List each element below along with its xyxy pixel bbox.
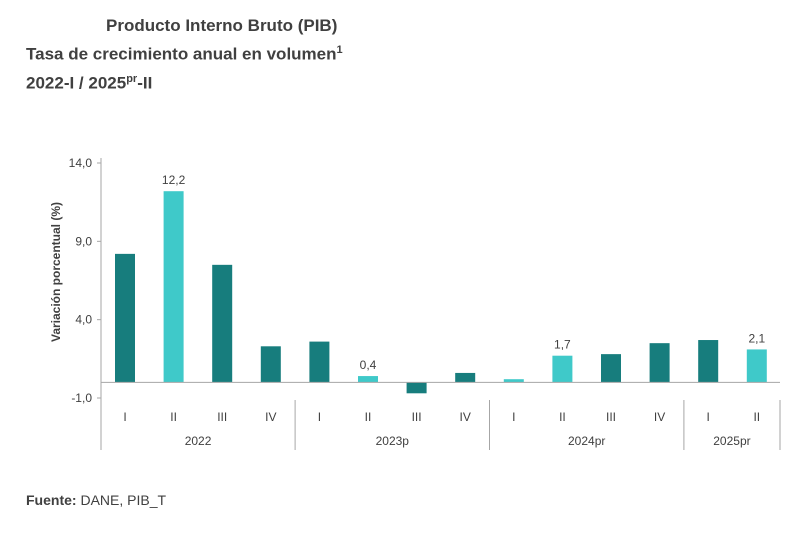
period-start: 2022-I / 2025	[26, 73, 127, 93]
group-label: 2025pr	[713, 434, 750, 448]
x-tick-label: I	[707, 410, 710, 424]
x-tick-label: II	[365, 410, 372, 424]
bar	[698, 340, 719, 383]
chart-title-block: Producto Interno Bruto (PIB) Tasa de cre…	[26, 14, 343, 95]
bar	[455, 372, 476, 383]
group-label: 2022	[185, 434, 212, 448]
chart-subtitle: Tasa de crecimiento anual en volumen1	[26, 38, 343, 67]
y-tick-label: 14,0	[69, 156, 93, 170]
x-tick-label: I	[318, 410, 321, 424]
data-label: 2,1	[748, 331, 765, 345]
x-tick-label: II	[753, 410, 760, 424]
x-tick-label: III	[217, 410, 227, 424]
chart-period: 2022-I / 2025pr-II	[26, 67, 343, 96]
bar	[358, 376, 378, 383]
bar	[746, 349, 767, 383]
y-axis-label: Variación porcentual (%)	[49, 202, 63, 342]
y-tick-label: 4,0	[75, 313, 92, 327]
x-tick-label: IV	[265, 410, 276, 424]
x-tick-label: III	[412, 410, 422, 424]
period-sup: pr	[126, 72, 138, 85]
source-note: Fuente: DANE, PIB_T	[26, 492, 166, 508]
x-tick-label: IV	[654, 410, 665, 424]
bar	[649, 343, 670, 383]
group-label: 2024pr	[568, 434, 605, 448]
source-text: DANE, PIB_T	[76, 492, 167, 508]
chart-title: Producto Interno Bruto (PIB)	[106, 16, 338, 35]
y-tick-label: 9,0	[75, 234, 92, 248]
bar	[309, 341, 330, 383]
data-label: 1,7	[554, 338, 571, 352]
data-label: 12,2	[162, 173, 186, 187]
data-label: 0,4	[360, 358, 377, 372]
x-tick-label: III	[606, 410, 616, 424]
x-tick-label: II	[170, 410, 177, 424]
bar	[406, 382, 427, 394]
bar	[260, 346, 281, 383]
subtitle-footnote-mark: 1	[336, 44, 343, 56]
y-tick-label: -1,0	[71, 391, 92, 405]
source-label: Fuente:	[26, 492, 77, 508]
bar	[163, 191, 184, 383]
period-end: -II	[137, 73, 153, 93]
bar	[601, 354, 621, 383]
bar	[212, 264, 233, 383]
bar	[115, 253, 135, 383]
x-tick-label: II	[559, 410, 566, 424]
x-tick-label: I	[512, 410, 515, 424]
group-label: 2023p	[376, 434, 410, 448]
x-tick-label: IV	[460, 410, 471, 424]
bar	[503, 379, 524, 383]
bar	[552, 355, 573, 383]
subtitle-text: Tasa de crecimiento anual en volumen	[26, 44, 337, 64]
x-tick-label: I	[123, 410, 126, 424]
